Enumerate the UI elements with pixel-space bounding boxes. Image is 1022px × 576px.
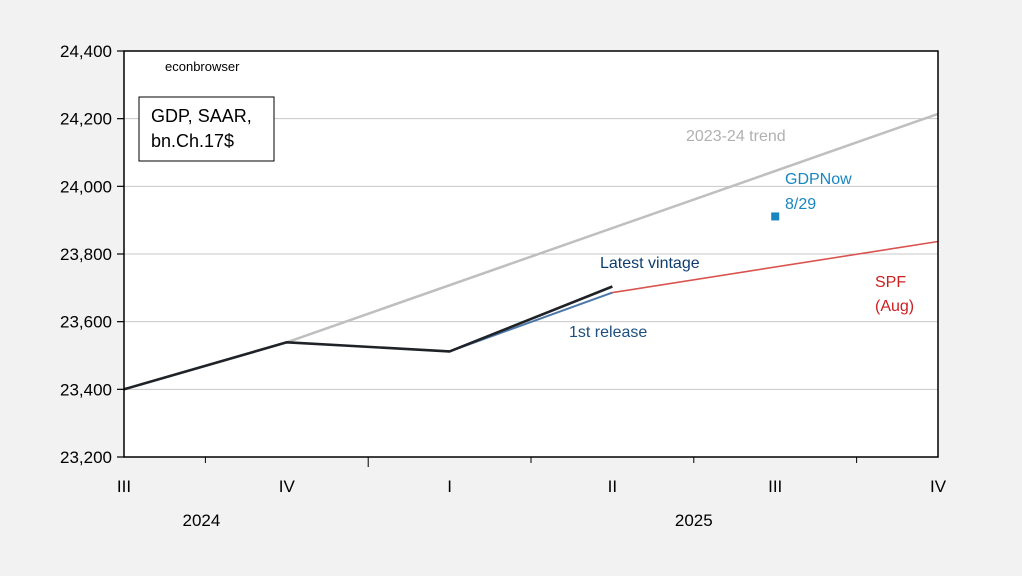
y-tick-label: 23,800 [60,245,112,264]
x-year-label: 2025 [675,511,713,530]
watermark: econbrowser [165,59,240,74]
x-tick-label: I [447,477,452,496]
y-tick-label: 24,000 [60,177,112,196]
y-tick-label: 23,200 [60,448,112,467]
y-tick-label: 23,400 [60,380,112,399]
legend-line-2: bn.Ch.17$ [151,131,234,151]
x-tick-label: II [608,477,617,496]
label-trend: 2023-24 trend [686,128,786,145]
y-tick-label: 24,200 [60,110,112,129]
x-tick-label: IV [279,477,296,496]
x-tick-label: III [768,477,782,496]
series-2023-24-trend [286,112,939,344]
label-gdpnow-2: 8/29 [785,196,816,213]
series-spf-aug [612,240,939,294]
label-spf-2: (Aug) [875,298,914,315]
label-gdpnow-1: GDPNow [785,171,852,188]
series-layer [123,112,939,391]
y-tick-label: 23,600 [60,313,112,332]
y-axis: 23,200 23,400 23,600 23,800 24,000 24,200 24,4… [60,42,124,467]
x-tick-label: IV [930,477,947,496]
x-year-label: 2024 [182,511,220,530]
legend-box: GDP, SAAR, bn.Ch.17$ [138,96,275,162]
marker-gdpnow-8-29 [771,212,780,221]
label-first-release: 1st release [569,324,647,341]
y-tick-label: 24,400 [60,42,112,61]
label-latest-vintage: Latest vintage [600,255,700,272]
legend-line-1: GDP, SAAR, [151,106,252,126]
series-latest-vintage [123,285,613,391]
x-tick-label: III [117,477,131,496]
label-spf-1: SPF [875,274,906,291]
